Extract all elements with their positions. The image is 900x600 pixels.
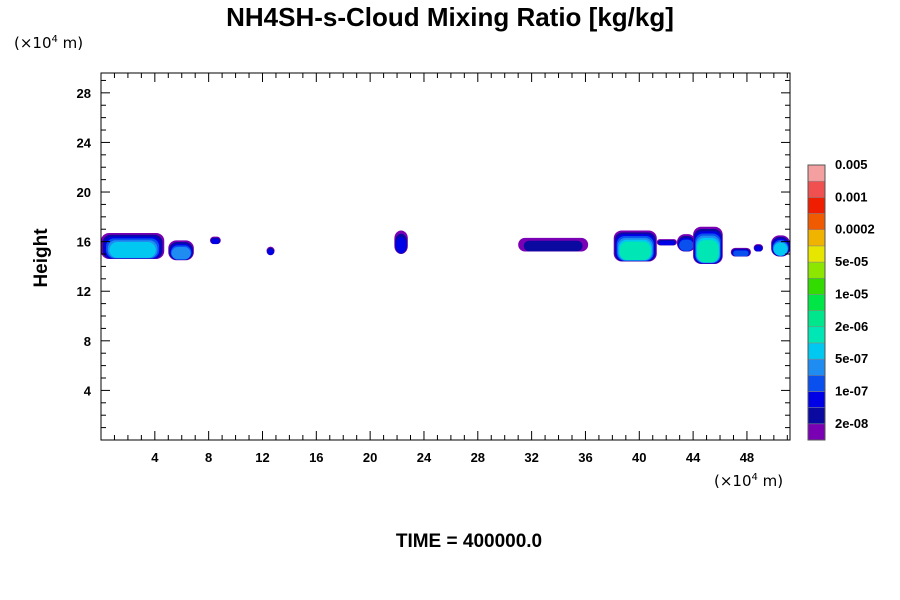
colorbar-swatch: [807, 423, 826, 441]
colorbar-swatch: [807, 180, 826, 198]
x-unit-prefix: (×10: [714, 472, 752, 490]
y-tick-label: 8: [84, 334, 91, 349]
y-unit-exponent: 4: [51, 34, 58, 45]
colorbar-swatch: [807, 375, 826, 392]
x-tick-label: 8: [205, 450, 212, 465]
chart-title: NH4SH-s-Cloud Mixing Ratio [kg/kg]: [226, 2, 674, 32]
colorbar-swatch: [807, 197, 826, 214]
colorbar-swatch: [807, 310, 826, 328]
colorbar-swatch: [807, 245, 826, 263]
colorbar-swatch: [807, 358, 826, 376]
colorbar-swatch: [807, 164, 826, 182]
cloud-contour: [395, 237, 407, 254]
x-tick-label: 16: [309, 450, 323, 465]
colorbar-swatch: [807, 391, 826, 408]
cloud-contour: [697, 240, 719, 263]
cloud-field: [101, 226, 790, 264]
colorbar-label: 0.005: [835, 157, 868, 172]
colorbar-swatch: [807, 261, 826, 279]
x-tick-label: 4: [151, 450, 159, 465]
x-tick-label: 24: [417, 450, 432, 465]
cloud-contour: [109, 242, 156, 258]
colorbar-label: 5e-05: [835, 254, 868, 269]
x-axis: 4 8 12 16 20 24 28 32 36 40 44 48: [113, 73, 788, 465]
colorbar-swatch: [807, 229, 826, 247]
cloud-contour: [267, 249, 274, 255]
x-tick-label: 28: [471, 450, 485, 465]
x-unit-suffix: m): [757, 472, 784, 490]
y-tick-label: 4: [84, 383, 92, 398]
y-axis: 4 8 12 16 20 24 28: [77, 79, 790, 429]
x-tick-label: 20: [363, 450, 377, 465]
cloud-contour: [211, 238, 220, 244]
cloud-contour: [679, 239, 694, 251]
cloud-contour: [658, 240, 675, 246]
cloud-contour: [171, 247, 191, 260]
cloud-contour: [754, 246, 763, 252]
x-axis-unit: (×104 m): [714, 472, 783, 490]
colorbar-swatch: [807, 277, 826, 295]
colorbar-frame: [807, 164, 826, 441]
cloud-contour: [523, 240, 583, 252]
x-tick-label: 32: [524, 450, 538, 465]
colorbar-label: 2e-06: [835, 319, 868, 334]
colorbar-label: 0.001: [835, 189, 868, 204]
colorbar-swatch: [807, 326, 826, 344]
y-axis-unit: (×104 m): [14, 34, 83, 52]
colorbar-label: 1e-05: [835, 286, 868, 301]
y-tick-label: 12: [77, 284, 91, 299]
y-tick-label: 24: [77, 135, 92, 150]
y-tick-label: 20: [77, 185, 91, 200]
y-unit-prefix: (×10: [14, 34, 52, 52]
colorbar-swatch: [807, 407, 826, 425]
cloud-contour: [773, 242, 788, 256]
y-tick-label: 28: [77, 86, 91, 101]
x-tick-label: 40: [632, 450, 646, 465]
colorbar-label: 1e-07: [835, 383, 868, 398]
y-tick-label: 16: [77, 235, 91, 250]
colorbar-swatch: [807, 342, 826, 360]
plot-frame: [100, 72, 791, 441]
x-tick-label: 12: [255, 450, 269, 465]
colorbar: 2e-08 1e-07 5e-07 2e-06 1e-05 5e-05 0.0002 0.00…: [807, 157, 875, 441]
x-unit-exponent: 4: [751, 472, 758, 483]
x-tick-label: 36: [578, 450, 592, 465]
colorbar-label: 0.0002: [835, 222, 875, 237]
cloud-contour: [733, 250, 749, 257]
y-unit-suffix: m): [57, 34, 84, 52]
colorbar-swatch: [807, 294, 826, 311]
cloud-contour: [619, 241, 651, 261]
colorbar-label: 5e-07: [835, 351, 868, 366]
time-label: TIME = 400000.0: [395, 531, 543, 552]
colorbar-swatch: [807, 213, 826, 230]
x-tick-label: 44: [686, 450, 701, 465]
colorbar-label: 2e-08: [835, 416, 868, 431]
x-tick-label: 48: [740, 450, 754, 465]
